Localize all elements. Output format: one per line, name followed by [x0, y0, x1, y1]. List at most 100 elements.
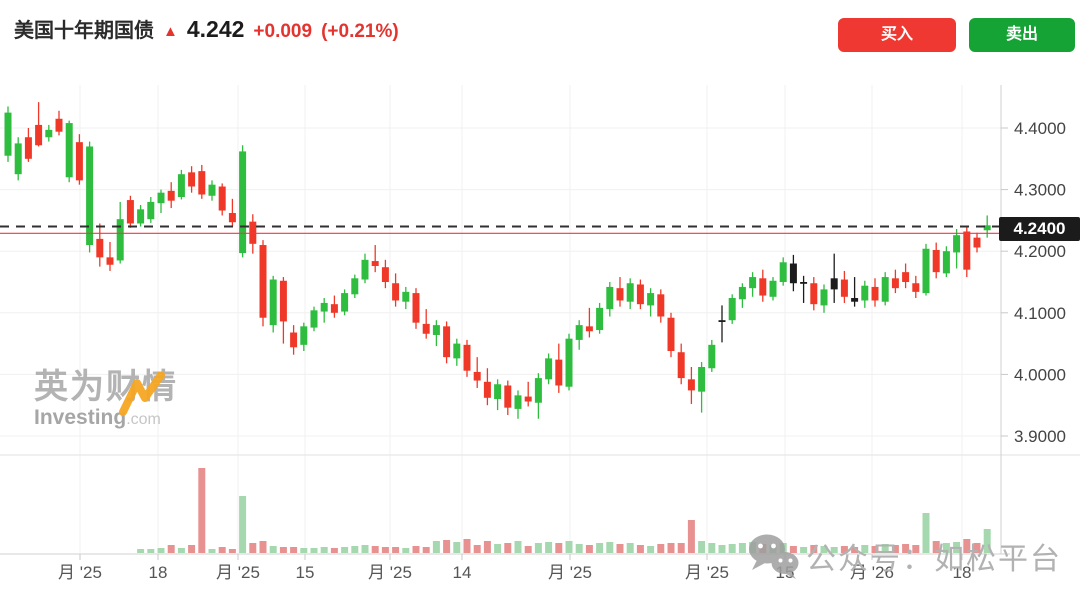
- volume-bar: [698, 541, 706, 553]
- volume-bar: [208, 549, 216, 553]
- volume-bar: [555, 543, 563, 553]
- volume-bar: [728, 544, 736, 553]
- candle-body: [96, 238, 104, 258]
- candle-body: [473, 371, 481, 381]
- candle-body: [35, 124, 43, 146]
- volume-bar: [453, 542, 461, 553]
- investing-watermark: 英为财情 Investing.com: [34, 370, 178, 428]
- candle-body: [198, 171, 206, 195]
- volume-bar: [157, 548, 165, 553]
- candle-body: [392, 283, 400, 301]
- candle-body: [55, 118, 63, 132]
- candle-body: [575, 325, 583, 340]
- candle-body: [310, 310, 318, 328]
- investing-watermark-domain: .com: [126, 411, 161, 428]
- candle-body: [687, 379, 695, 391]
- volume-bar: [881, 544, 889, 553]
- candle-body: [800, 282, 808, 284]
- volume-bar: [820, 546, 828, 553]
- volume-bar: [861, 545, 869, 553]
- candle-body: [749, 277, 757, 289]
- x-axis-label: 月 '25: [368, 563, 412, 582]
- volume-bar: [606, 542, 614, 553]
- candle-body: [585, 326, 593, 332]
- buy-button[interactable]: 买入: [838, 18, 956, 52]
- volume-bar: [188, 545, 196, 553]
- volume-bar: [351, 546, 359, 553]
- candle-body: [443, 326, 451, 358]
- candle-body: [371, 261, 379, 266]
- volume-bar: [963, 539, 971, 553]
- candle-body: [14, 143, 22, 175]
- candle-body: [147, 201, 155, 220]
- candle-body: [942, 251, 950, 274]
- candle-body: [45, 129, 53, 138]
- candle-body: [106, 257, 114, 265]
- sell-button[interactable]: 卖出: [969, 18, 1075, 52]
- volume-bar: [912, 545, 920, 553]
- candle-body: [912, 283, 920, 292]
- candle-body: [820, 289, 828, 306]
- candle-body: [667, 317, 675, 351]
- volume-bar: [810, 545, 818, 553]
- volume-bar: [922, 513, 930, 553]
- volume-bar: [432, 541, 440, 553]
- volume-bar: [596, 543, 604, 553]
- candle-body: [626, 283, 634, 302]
- volume-bar: [891, 545, 899, 553]
- candle-body: [963, 231, 971, 270]
- candle-body: [810, 283, 818, 305]
- candle-body: [126, 200, 134, 224]
- candle-body: [483, 381, 491, 398]
- volume-bar: [687, 520, 695, 553]
- volume-bar: [871, 546, 879, 553]
- volume-bar: [371, 546, 379, 553]
- volume-bar: [483, 541, 491, 553]
- candle-body: [300, 326, 308, 345]
- candle-body: [279, 280, 287, 322]
- candle-body: [330, 304, 338, 313]
- volume-bar: [218, 547, 226, 553]
- volume-bar: [902, 544, 910, 553]
- volume-bar: [422, 547, 430, 553]
- candle-body: [534, 378, 542, 403]
- candle-body: [412, 293, 420, 323]
- volume-bar: [290, 547, 298, 553]
- quote-header: 美国十年期国债 ▲ 4.242 +0.009 (+0.21%): [14, 14, 399, 54]
- candle-body: [524, 396, 532, 402]
- volume-bar: [800, 547, 808, 553]
- volume-bar: [738, 543, 746, 553]
- volume-bar: [524, 546, 532, 553]
- candle-body: [728, 298, 736, 321]
- candle-body: [677, 352, 685, 379]
- candle-body: [290, 332, 298, 348]
- volume-bar: [953, 542, 961, 553]
- volume-bar: [463, 539, 471, 553]
- volume-bar: [269, 546, 277, 553]
- y-axis-label: 3.9000: [1014, 427, 1066, 446]
- volume-bar: [647, 546, 655, 553]
- volume-bar: [341, 547, 349, 553]
- candle-body: [361, 259, 369, 280]
- candle-body: [973, 237, 981, 248]
- candle-body: [494, 384, 502, 400]
- volume-bar: [494, 544, 502, 553]
- candle-body: [75, 142, 83, 181]
- volume-bar: [412, 546, 420, 553]
- y-axis-label: 4.0000: [1014, 365, 1066, 384]
- volume-bar: [198, 468, 206, 553]
- x-axis-label: 14: [453, 563, 472, 582]
- x-axis-label: 月 '25: [685, 563, 729, 582]
- volume-bar: [239, 496, 247, 553]
- volume-bar: [534, 543, 542, 553]
- current-price-badge: 4.2400: [999, 217, 1080, 241]
- candle-body: [891, 278, 899, 289]
- candle-body: [606, 286, 614, 310]
- volume-bar: [361, 545, 369, 553]
- candle-body: [86, 146, 94, 246]
- candle-body: [320, 302, 328, 312]
- candle-body: [504, 385, 512, 408]
- volume-bar: [708, 543, 716, 553]
- investing-watermark-en: Investing: [34, 406, 127, 429]
